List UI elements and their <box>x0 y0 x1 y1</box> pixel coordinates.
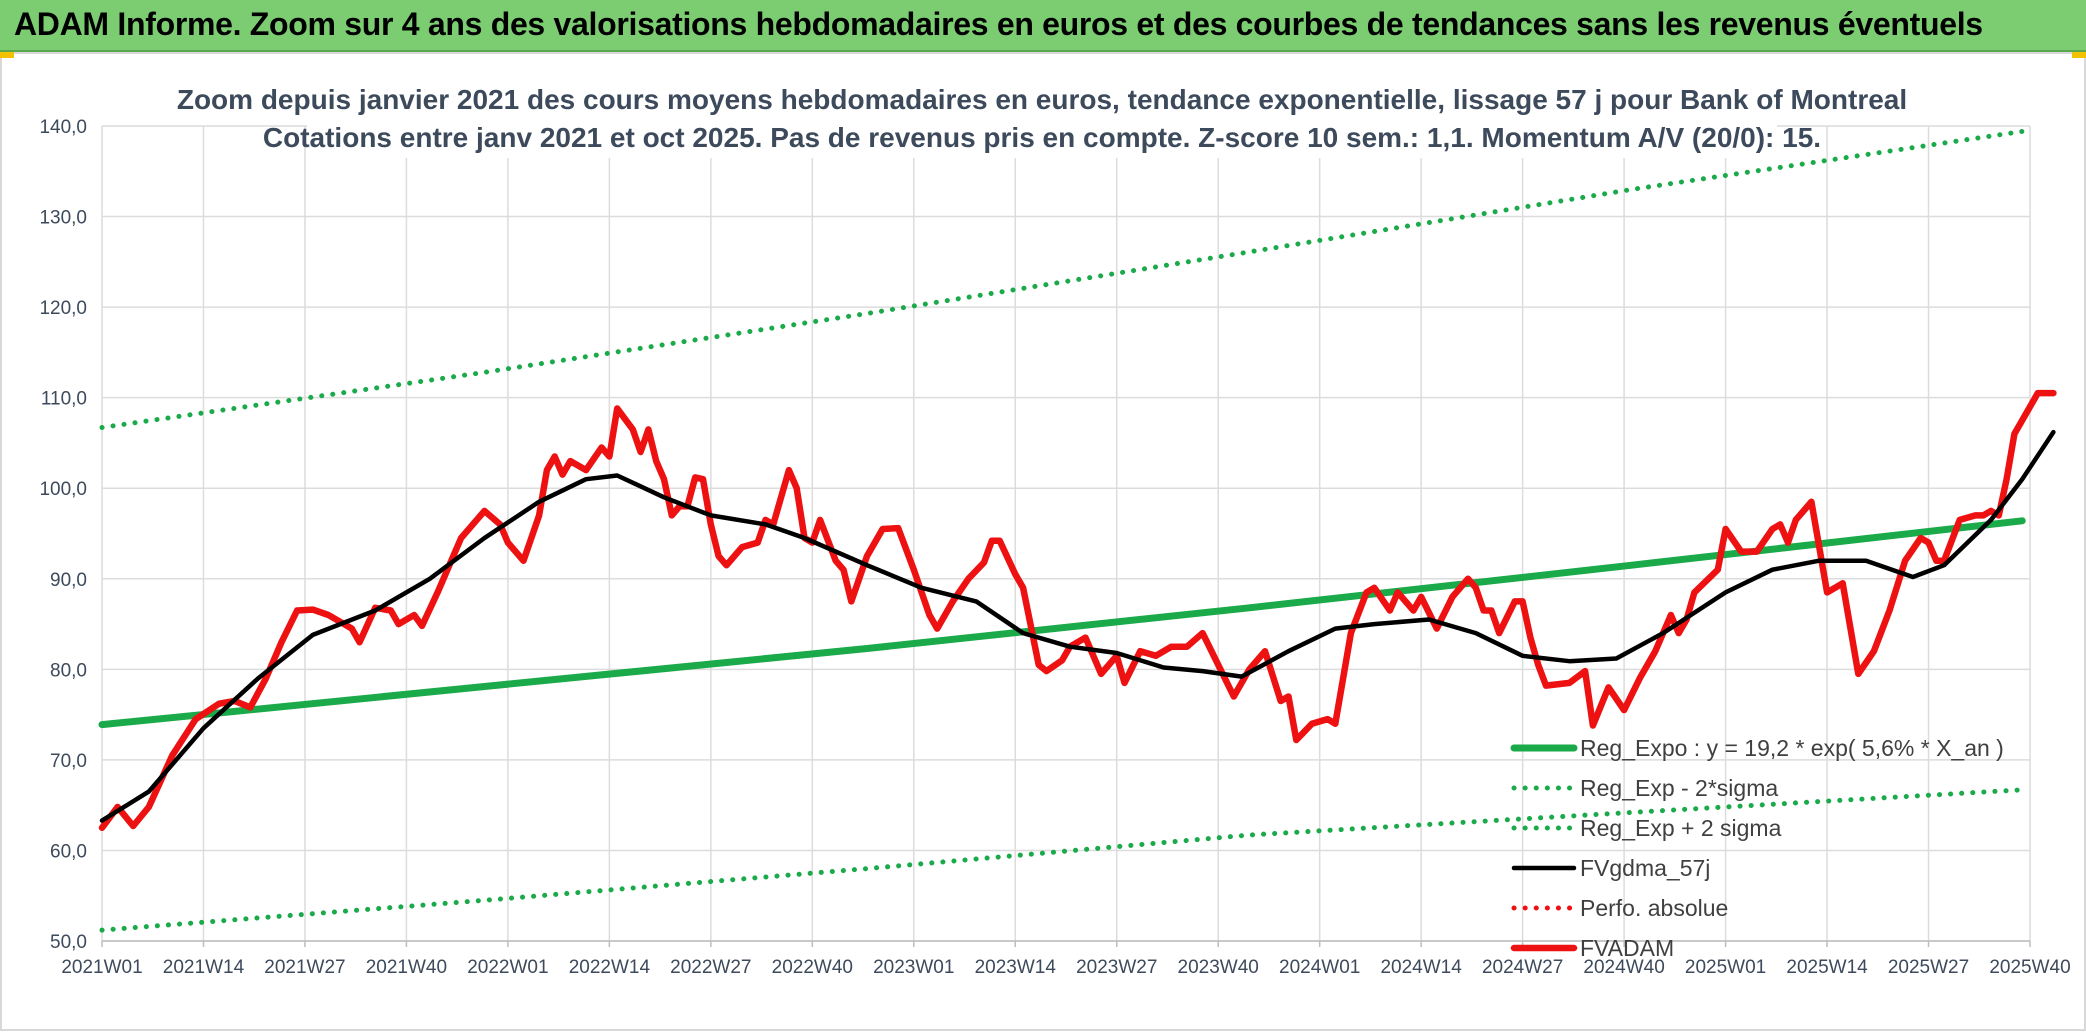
series-group <box>98 128 2057 933</box>
y-tick-label: 60,0 <box>50 841 87 862</box>
x-tick-label: 2024W01 <box>1279 957 1360 978</box>
x-tick-label: 2024W27 <box>1482 957 1563 978</box>
legend-label: Reg_Expo : y = 19,2 * exp( 5,6% * X_an ) <box>1580 735 2004 761</box>
tick-labels: 50,0 60,0 70,0 80,0 90,0 100,0 110,0 120,0 130,0… <box>39 117 2070 978</box>
x-tick-label: 2023W01 <box>873 957 954 978</box>
x-tick-label: 2022W40 <box>772 957 853 978</box>
x-tick-label: 2022W01 <box>467 957 548 978</box>
line-chart: 50,0 60,0 70,0 80,0 90,0 100,0 110,0 120,0 130,0… <box>39 74 2071 978</box>
banner: ADAM Informe. Zoom sur 4 ans des valoris… <box>0 0 2086 52</box>
x-tick-label: 2021W14 <box>163 957 245 978</box>
corner-marker-left <box>0 52 14 58</box>
series-line-1 <box>99 787 2025 933</box>
x-tick-label: 2025W40 <box>1989 957 2070 978</box>
x-tick-label: 2024W14 <box>1380 957 1462 978</box>
y-tick-label: 100,0 <box>39 479 87 500</box>
legend: Reg_Expo : y = 19,2 * exp( 5,6% * X_an )… <box>1510 735 2004 961</box>
x-tick-label: 2025W01 <box>1685 957 1766 978</box>
chart-title: Zoom depuis janvier 2021 des cours moyen… <box>177 74 1907 158</box>
chart-frame: 50,0 60,0 70,0 80,0 90,0 100,0 110,0 120,0 130,0… <box>0 52 2086 1031</box>
chart-title-line-1: Zoom depuis janvier 2021 des cours moyen… <box>177 84 1907 115</box>
legend-label: Perfo. absolue <box>1580 895 1728 921</box>
x-tick-label: 2023W27 <box>1076 957 1157 978</box>
x-tick-label: 2025W27 <box>1888 957 1969 978</box>
legend-label: FVADAM <box>1580 935 1674 961</box>
y-tick-label: 50,0 <box>50 932 87 953</box>
y-tick-label: 110,0 <box>41 389 87 410</box>
series-line-3 <box>99 429 2056 823</box>
series-line-5 <box>98 389 2057 832</box>
series-line-2 <box>99 128 2025 430</box>
x-tick-label: 2025W14 <box>1786 957 1868 978</box>
x-tick-label: 2021W40 <box>366 957 447 978</box>
y-tick-label: 70,0 <box>50 751 87 772</box>
title-background <box>307 74 1777 158</box>
x-tick-label: 2024W40 <box>1583 957 1664 978</box>
chart-title-line-2: Cotations entre janv 2021 et oct 2025. P… <box>263 122 1821 153</box>
y-tick-label: 90,0 <box>50 570 87 591</box>
y-tick-label: 80,0 <box>50 660 87 681</box>
y-tick-label: 130,0 <box>39 208 87 229</box>
x-tick-label: 2022W14 <box>569 957 651 978</box>
corner-marker-right <box>2072 52 2086 58</box>
banner-title: ADAM Informe. Zoom sur 4 ans des valoris… <box>14 6 1983 42</box>
x-tick-label: 2022W27 <box>670 957 751 978</box>
series-line-0 <box>98 517 2026 729</box>
legend-label: Reg_Exp + 2 sigma <box>1580 815 1782 841</box>
x-tick-label: 2023W14 <box>975 957 1057 978</box>
legend-label: FVgdma_57j <box>1580 855 1710 881</box>
legend-label: Reg_Exp - 2*sigma <box>1580 775 1778 801</box>
y-tick-label: 140,0 <box>39 117 87 138</box>
y-tick-label: 120,0 <box>39 298 87 319</box>
x-tick-label: 2023W40 <box>1178 957 1259 978</box>
x-tick-label: 2021W01 <box>61 957 142 978</box>
x-tick-label: 2021W27 <box>264 957 345 978</box>
